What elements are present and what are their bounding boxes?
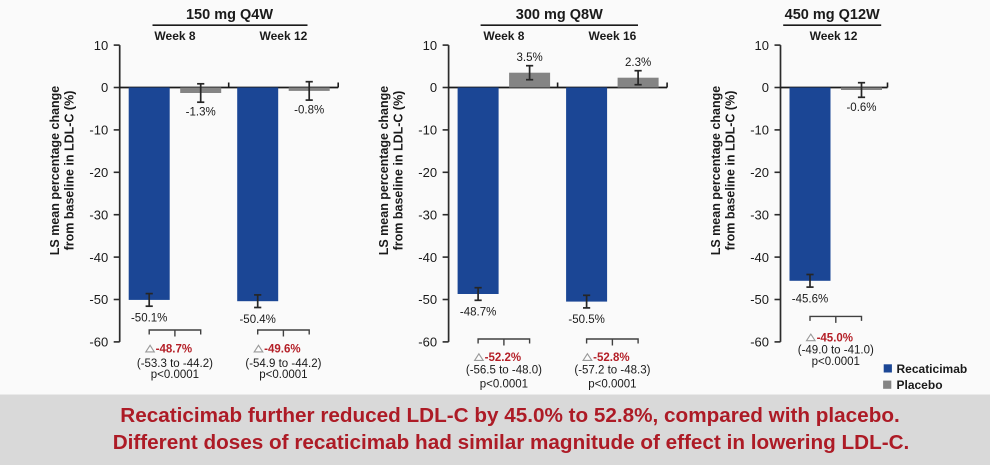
- svg-text:-50.1%: -50.1%: [131, 313, 167, 325]
- svg-text:-30: -30: [750, 207, 769, 222]
- svg-text:-60: -60: [418, 335, 437, 350]
- svg-text:0: 0: [762, 80, 769, 95]
- svg-text:10: 10: [94, 38, 108, 53]
- svg-text:10: 10: [755, 38, 769, 53]
- svg-text:-48.7%: -48.7%: [156, 344, 192, 356]
- svg-text:p<0.0001: p<0.0001: [812, 356, 860, 368]
- svg-text:-49.6%: -49.6%: [264, 344, 300, 356]
- svg-text:from baseline in LDL-C (%): from baseline in LDL-C (%): [62, 91, 76, 251]
- svg-text:Week 16: Week 16: [588, 29, 636, 43]
- svg-text:(-54.9 to -44.2): (-54.9 to -44.2): [245, 358, 321, 370]
- svg-text:450 mg Q12W: 450 mg Q12W: [785, 7, 880, 23]
- svg-text:-20: -20: [89, 165, 108, 180]
- svg-text:0: 0: [101, 80, 108, 95]
- svg-text:-60: -60: [89, 335, 108, 350]
- svg-text:(-49.0 to -41.0): (-49.0 to -41.0): [798, 344, 874, 356]
- svg-text:-45.6%: -45.6%: [792, 293, 828, 305]
- svg-text:p<0.0001: p<0.0001: [588, 378, 636, 390]
- svg-text:from baseline in LDL-C (%): from baseline in LDL-C (%): [391, 91, 405, 251]
- svg-text:Recaticimab: Recaticimab: [897, 362, 968, 376]
- svg-text:LS mean percentage change: LS mean percentage change: [48, 86, 62, 256]
- svg-text:Week 8: Week 8: [154, 29, 195, 43]
- svg-text:-10: -10: [89, 123, 108, 138]
- svg-text:3.5%: 3.5%: [516, 52, 542, 64]
- svg-text:-30: -30: [418, 207, 437, 222]
- svg-text:-0.8%: -0.8%: [294, 105, 324, 117]
- svg-text:10: 10: [423, 38, 437, 53]
- svg-text:-50: -50: [89, 292, 108, 307]
- svg-text:-1.3%: -1.3%: [186, 107, 216, 119]
- svg-text:-52.8%: -52.8%: [593, 352, 629, 364]
- svg-text:(-57.2 to -48.3): (-57.2 to -48.3): [574, 365, 650, 377]
- svg-text:LS mean percentage change: LS mean percentage change: [377, 86, 391, 256]
- svg-text:Recaticimab further reduced LD: Recaticimab further reduced LDL-C by 45.…: [120, 404, 899, 427]
- svg-text:p<0.0001: p<0.0001: [259, 369, 307, 381]
- svg-text:-40: -40: [418, 250, 437, 265]
- svg-text:150 mg Q4W: 150 mg Q4W: [186, 7, 273, 23]
- svg-text:-50: -50: [418, 292, 437, 307]
- svg-text:-40: -40: [89, 250, 108, 265]
- svg-text:-20: -20: [418, 165, 437, 180]
- svg-text:-48.7%: -48.7%: [460, 307, 496, 319]
- svg-text:0: 0: [430, 80, 437, 95]
- svg-text:-45.0%: -45.0%: [817, 332, 853, 344]
- svg-text:-20: -20: [750, 165, 769, 180]
- svg-text:-52.2%: -52.2%: [485, 352, 521, 364]
- svg-text:2.3%: 2.3%: [625, 57, 651, 69]
- svg-text:LS mean percentage change: LS mean percentage change: [709, 86, 723, 256]
- svg-text:Week 12: Week 12: [810, 29, 858, 43]
- svg-text:(-53.3 to -44.2): (-53.3 to -44.2): [137, 358, 213, 370]
- svg-text:-10: -10: [418, 123, 437, 138]
- svg-text:300 mg Q8W: 300 mg Q8W: [516, 7, 603, 23]
- svg-text:-50.5%: -50.5%: [568, 314, 604, 326]
- svg-text:from baseline in LDL-C (%): from baseline in LDL-C (%): [723, 91, 737, 251]
- svg-text:Placebo: Placebo: [897, 378, 943, 392]
- svg-text:-0.6%: -0.6%: [846, 102, 876, 114]
- svg-text:-60: -60: [750, 335, 769, 350]
- svg-text:p<0.0001: p<0.0001: [480, 378, 528, 390]
- svg-text:-40: -40: [750, 250, 769, 265]
- svg-text:Different doses of recaticimab: Different doses of recaticimab had simil…: [113, 431, 910, 454]
- svg-text:(-56.5 to -48.0): (-56.5 to -48.0): [466, 365, 542, 377]
- svg-text:-10: -10: [750, 123, 769, 138]
- svg-text:p<0.0001: p<0.0001: [151, 369, 199, 381]
- svg-text:-50.4%: -50.4%: [239, 314, 275, 326]
- svg-text:-50: -50: [750, 292, 769, 307]
- svg-text:-30: -30: [89, 207, 108, 222]
- svg-text:Week 12: Week 12: [259, 29, 307, 43]
- svg-text:Week 8: Week 8: [483, 29, 524, 43]
